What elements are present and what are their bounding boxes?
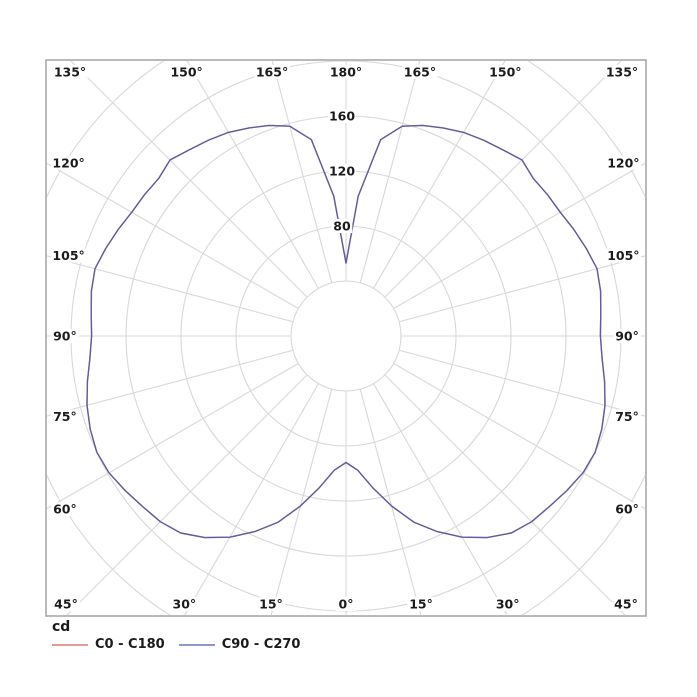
angle-tick-60-right-bg — [613, 502, 641, 517]
angle-tick-150-left-bg — [169, 65, 205, 79]
angle-tick-90-left-bg — [51, 329, 79, 343]
angle-tick-165-right: 165° — [404, 65, 436, 80]
grid-spoke-345 — [270, 388, 333, 615]
angle-tick-75-left: 75° — [53, 409, 77, 424]
grid-spoke-165 — [359, 61, 421, 284]
angle-tick-105-left: 105° — [52, 248, 84, 263]
angle-tick-30-left-bg — [170, 597, 199, 611]
angle-tick-135-left: 135° — [54, 65, 86, 80]
grid-spoke-240 — [47, 162, 299, 309]
angle-tick-135-right-bg — [604, 65, 640, 79]
angle-tick-105-right: 105° — [607, 248, 639, 263]
angle-tick-75-right: 75° — [615, 409, 639, 424]
radial-tick-160-bg — [328, 109, 356, 123]
grid-spoke-45 — [384, 374, 626, 615]
angle-tick-120-right-bg — [605, 155, 641, 170]
angle-tick-165-right-bg — [402, 65, 438, 79]
grid-spoke-315 — [66, 374, 308, 615]
angle-tick-15-right-bg — [407, 597, 435, 611]
angle-tick-15-left: 15° — [259, 597, 283, 612]
angle-tick-150-left: 150° — [170, 65, 202, 80]
angle-tick-30-right-bg — [493, 597, 522, 611]
angle-tick-135-left-bg — [52, 65, 88, 79]
angle-tick-15-left-bg — [257, 597, 285, 611]
grid-spoke-300 — [47, 363, 299, 510]
angle-tick-15-right: 15° — [409, 597, 433, 612]
grid-spoke-255 — [47, 255, 294, 323]
angle-tick-105-left-bg — [51, 248, 87, 263]
angle-tick-180-right: 180° — [330, 65, 362, 80]
curve-c90-c270 — [86, 124, 606, 539]
legend-unit-label: cd — [52, 619, 71, 635]
angle-tick-45-right-bg — [612, 597, 640, 611]
legend-label-c0-c180: C0 - C180 — [95, 637, 165, 652]
grid-spoke-195 — [271, 61, 333, 284]
angle-tick-90-right-bg — [613, 329, 641, 343]
legend-swatch-c90-c270 — [178, 643, 215, 646]
angle-tick-150-right-bg — [487, 65, 523, 79]
angle-tick-75-right-bg — [613, 409, 641, 424]
angle-tick-165-left-bg — [254, 65, 290, 79]
angle-tick-120-left-bg — [51, 155, 87, 170]
angle-tick-75-left-bg — [51, 409, 79, 424]
grid-spoke-75 — [398, 349, 645, 417]
angle-tick-30-right: 30° — [496, 597, 520, 612]
angle-tick-60-right: 60° — [615, 502, 639, 517]
legend-swatch-c0-c180 — [52, 643, 88, 646]
radial-tick-120: 120 — [329, 164, 355, 179]
grid-spoke-285 — [47, 349, 294, 417]
legend: cd C0 - C180 C90 - C270 — [52, 619, 300, 652]
grid-spoke-120 — [393, 162, 645, 309]
radial-tick-120-bg — [328, 164, 356, 178]
grid-spoke-150 — [373, 61, 506, 289]
angle-tick-45-right: 45° — [614, 597, 638, 612]
angle-tick-165-left: 165° — [256, 65, 288, 80]
grid-spoke-105 — [398, 255, 645, 323]
legend-label-c90-c270: C90 - C270 — [221, 637, 301, 652]
angle-tick-120-right: 120° — [607, 155, 639, 170]
angle-tick-90-right: 90° — [615, 329, 639, 344]
angle-tick-90-left: 90° — [53, 329, 77, 344]
angle-tick-60-left-bg — [51, 502, 79, 517]
angle-tick-0-right-bg — [335, 597, 357, 611]
angle-tick-105-right-bg — [605, 248, 641, 263]
angle-tick-135-right: 135° — [606, 65, 638, 80]
legend-row: C0 - C180 C90 - C270 — [52, 637, 300, 652]
grid-spoke-210 — [186, 61, 319, 289]
radial-tick-160: 160 — [329, 109, 355, 124]
radial-tick-80-bg — [331, 219, 353, 233]
grid-spoke-30 — [373, 383, 508, 615]
angle-tick-150-right: 150° — [489, 65, 521, 80]
angle-tick-60-left: 60° — [53, 502, 77, 517]
angle-tick-45-left: 45° — [54, 597, 78, 612]
angle-tick-45-left-bg — [52, 597, 80, 611]
angle-tick-120-left: 120° — [52, 155, 84, 170]
grid-spoke-15 — [359, 388, 422, 615]
grid-spoke-60 — [393, 363, 645, 510]
angle-tick-180-right-bg — [328, 65, 364, 79]
grid-spoke-330 — [184, 383, 319, 615]
angle-tick-0-right: 0° — [339, 597, 354, 612]
radial-tick-80: 80 — [333, 219, 351, 234]
angle-tick-30-left: 30° — [173, 597, 197, 612]
